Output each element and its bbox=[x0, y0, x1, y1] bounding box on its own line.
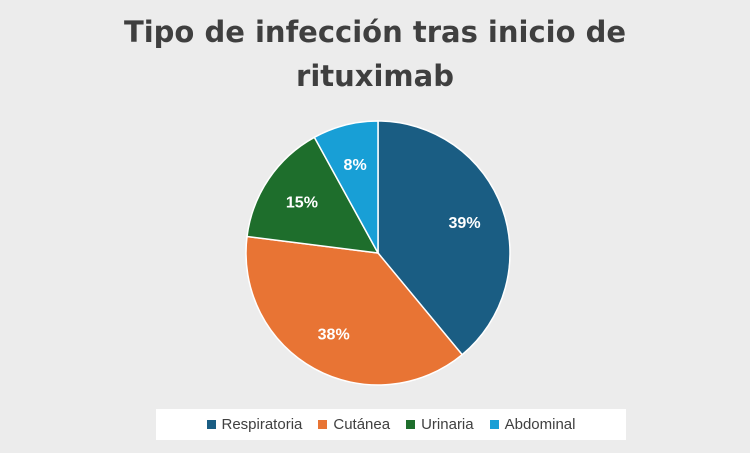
pie-slice-respiratoria bbox=[377, 120, 511, 356]
legend-item-respiratoria: Respiratoria bbox=[206, 416, 303, 433]
legend-item-urinaria: Urinaria bbox=[406, 416, 474, 433]
legend-swatch-respiratoria bbox=[206, 420, 216, 429]
legend-item-cutanea: Cutánea bbox=[318, 416, 390, 433]
legend-label-abdominal: Abdominal bbox=[504, 416, 576, 433]
data-label-cutánea: 38% bbox=[318, 327, 350, 344]
legend-swatch-cutanea bbox=[318, 420, 328, 429]
chart-title-line-2: rituximab bbox=[296, 59, 454, 93]
pie-slice-cutánea bbox=[245, 235, 464, 386]
legend-label-cutanea: Cutánea bbox=[333, 416, 391, 433]
data-label-respiratoria: 39% bbox=[449, 215, 481, 232]
pie-slice-urinaria bbox=[246, 136, 380, 254]
pie-slice-abdominal bbox=[313, 120, 379, 254]
chart-title-line-1: Tipo de infección tras inicio de bbox=[123, 15, 627, 49]
legend: Respiratoria Cutánea Urinaria Abdominal bbox=[156, 409, 626, 440]
legend-label-respiratoria: Respiratoria bbox=[221, 416, 303, 433]
legend-label-urinaria: Urinaria bbox=[421, 416, 474, 433]
data-label-abdominal: 8% bbox=[344, 157, 367, 174]
legend-swatch-urinaria bbox=[406, 420, 416, 429]
data-label-urinaria: 15% bbox=[286, 194, 318, 211]
legend-swatch-abdominal bbox=[489, 420, 499, 429]
chart-title: Tipo de infección tras inicio de rituxim… bbox=[0, 10, 750, 98]
legend-item-abdominal: Abdominal bbox=[489, 416, 576, 433]
